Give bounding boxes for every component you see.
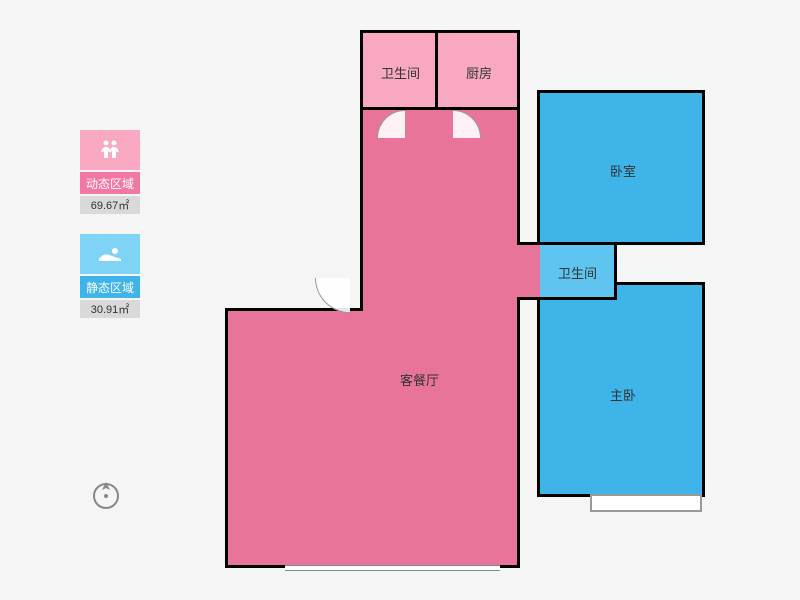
dynamic-label: 动态区域 xyxy=(80,172,140,194)
living-balcony-opening xyxy=(285,565,500,571)
living-join xyxy=(363,308,517,314)
dynamic-value: 69.67㎡ xyxy=(80,196,140,214)
legend-panel: 动态区域 69.67㎡ 静态区域 30.91㎡ xyxy=(70,130,150,338)
legend-static: 静态区域 30.91㎡ xyxy=(70,234,150,318)
room-bathroom2: 卫生间 xyxy=(537,242,617,300)
bedroom1-label: 卧室 xyxy=(610,161,636,180)
living-lower-section xyxy=(225,308,520,568)
bathroom1-label: 卫生间 xyxy=(381,63,420,82)
static-icon xyxy=(80,234,140,274)
master-label: 主卧 xyxy=(610,385,636,404)
kitchen-label: 厨房 xyxy=(466,63,492,82)
living-label: 客餐厅 xyxy=(400,370,439,389)
floorplan: 卫生间 厨房 客餐厅 卧室 主卧 卫生间 xyxy=(225,30,715,570)
legend-dynamic: 动态区域 69.67㎡ xyxy=(70,130,150,214)
corridor xyxy=(517,242,540,300)
dynamic-icon xyxy=(80,130,140,170)
bathroom2-label: 卫生间 xyxy=(558,263,597,282)
compass-icon xyxy=(90,480,122,512)
room-bathroom1: 卫生间 xyxy=(360,30,438,110)
static-label: 静态区域 xyxy=(80,276,140,298)
static-value: 30.91㎡ xyxy=(80,300,140,318)
room-kitchen: 厨房 xyxy=(435,30,520,110)
room-balcony xyxy=(590,494,702,512)
room-master: 主卧 xyxy=(537,282,705,497)
room-bedroom1: 卧室 xyxy=(537,90,705,245)
